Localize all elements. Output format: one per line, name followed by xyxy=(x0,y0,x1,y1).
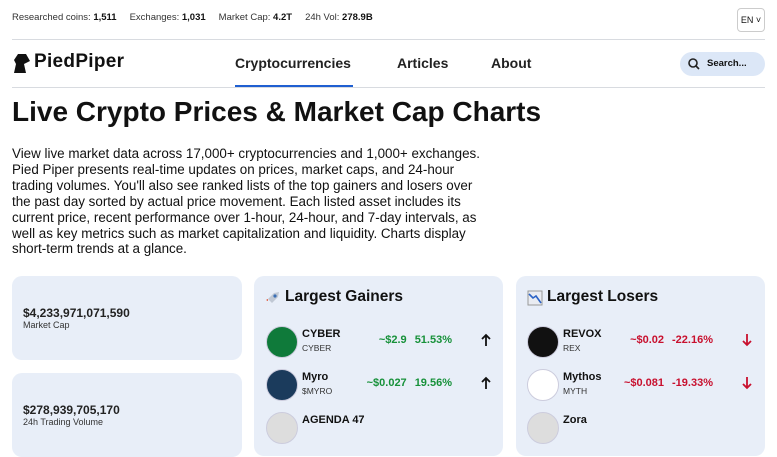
coin-name: Myro xyxy=(302,371,329,383)
stat-label: 24h Vol: xyxy=(305,12,340,23)
stat-value: $4,233,971,071,590 xyxy=(23,306,130,320)
coin-symbol: MYTH xyxy=(563,386,588,396)
stat-label: Market Cap xyxy=(23,320,70,330)
coin-row[interactable]: REVOX REX ~$0.02 -22.16% xyxy=(527,326,753,358)
stat-label: Exchanges: xyxy=(129,12,180,23)
coin-symbol: $MYRO xyxy=(302,386,333,396)
language: EN xyxy=(740,15,754,25)
chart-down-icon xyxy=(527,290,543,306)
rocket-icon xyxy=(266,292,279,305)
coin-row[interactable]: CYBER CYBER ~$2.9 51.53% xyxy=(266,326,492,358)
coin-price: ~$2.9 xyxy=(378,334,407,346)
description: View live market data across 17,000+ cry… xyxy=(12,146,480,257)
arrow-up xyxy=(481,376,491,389)
stat-label: Market Cap: xyxy=(218,12,271,23)
coin-row[interactable]: Myro $MYRO ~$0.027 19.56% xyxy=(266,369,492,401)
coin-price-change: ~$2.9 51.53% xyxy=(379,334,452,346)
card-title: Largest Losers xyxy=(547,288,659,305)
coin-name: CYBER xyxy=(302,328,341,340)
coin-change: 51.53% xyxy=(414,334,452,346)
coin-icon xyxy=(266,369,298,401)
page-title: Live Crypto Prices & Market Cap Charts xyxy=(12,96,542,127)
stats-bar: Researched coins: 1,511 Exchanges: 1,031 M… xyxy=(12,12,373,23)
stat-value: 4.2T xyxy=(273,12,293,23)
nav-link[interactable]: Articles xyxy=(397,55,449,71)
coin-icon xyxy=(527,412,559,444)
coin-change: 19.56% xyxy=(414,377,452,389)
coin-name: Mythos xyxy=(563,371,602,383)
coin-row[interactable]: AGENDA 47 xyxy=(266,412,492,444)
coin-icon xyxy=(527,326,559,358)
nav-link[interactable]: Cryptocurrencies xyxy=(235,55,351,71)
stat-value: 1,511 xyxy=(93,12,117,23)
market-cap-card: $4,233,971,071,590 Market Cap xyxy=(12,276,242,360)
coin-row[interactable]: Zora xyxy=(527,412,753,444)
stat-value: 278.9B xyxy=(342,12,373,23)
stat: Exchanges: 1,031 xyxy=(130,12,206,23)
active-underline xyxy=(235,85,353,88)
divider xyxy=(12,39,765,40)
logo-icon xyxy=(14,54,30,73)
coin-icon xyxy=(266,326,298,358)
stat: Researched coins: 1,511 xyxy=(12,12,117,23)
nav-link[interactable]: About xyxy=(491,55,532,71)
coin-price: ~$0.081 xyxy=(623,377,665,389)
stat-value: 1,031 xyxy=(181,12,206,23)
coin-name: Zora xyxy=(563,414,587,426)
language-select[interactable]: EN ˅ xyxy=(737,8,765,32)
arrow-up xyxy=(481,333,491,346)
divider xyxy=(12,87,765,88)
card-title: Largest Gainers xyxy=(285,288,404,305)
coin-name: AGENDA 47 xyxy=(302,414,365,426)
coin-price: ~$0.02 xyxy=(630,334,665,346)
arrow-down xyxy=(742,334,752,347)
coin-price-change: ~$0.02 -22.16% xyxy=(630,334,713,346)
stat-value: $278,939,705,170 xyxy=(23,403,120,417)
coin-row[interactable]: Mythos MYTH ~$0.081 -19.33% xyxy=(527,369,753,401)
stat-label: 24h Trading Volume xyxy=(23,417,104,427)
search-placeholder: Search... xyxy=(707,58,747,69)
coin-price-change: ~$0.027 19.56% xyxy=(367,377,452,389)
search-box[interactable]: Search... xyxy=(680,52,765,76)
stat-label: Researched coins: xyxy=(12,12,91,23)
coin-price-change: ~$0.081 -19.33% xyxy=(624,377,713,389)
coin-price: ~$0.027 xyxy=(366,377,407,389)
stat: Market Cap: 4.2T xyxy=(219,12,292,23)
logo[interactable]: PiedPiper xyxy=(34,51,125,72)
stat: 24h Vol: 278.9B xyxy=(305,12,373,23)
coin-icon xyxy=(527,369,559,401)
coin-name: REVOX xyxy=(563,328,602,340)
search-icon xyxy=(688,58,700,70)
coin-symbol: REX xyxy=(563,343,581,353)
volume-card: $278,939,705,170 24h Trading Volume xyxy=(12,373,242,457)
coin-symbol: CYBER xyxy=(302,343,332,353)
coin-icon xyxy=(266,412,298,444)
coin-change: -22.16% xyxy=(672,334,713,346)
page: Researched coins: 1,511 Exchanges: 1,031 M… xyxy=(12,8,765,457)
coin-change: -19.33% xyxy=(672,377,713,389)
arrow-down xyxy=(742,377,752,390)
